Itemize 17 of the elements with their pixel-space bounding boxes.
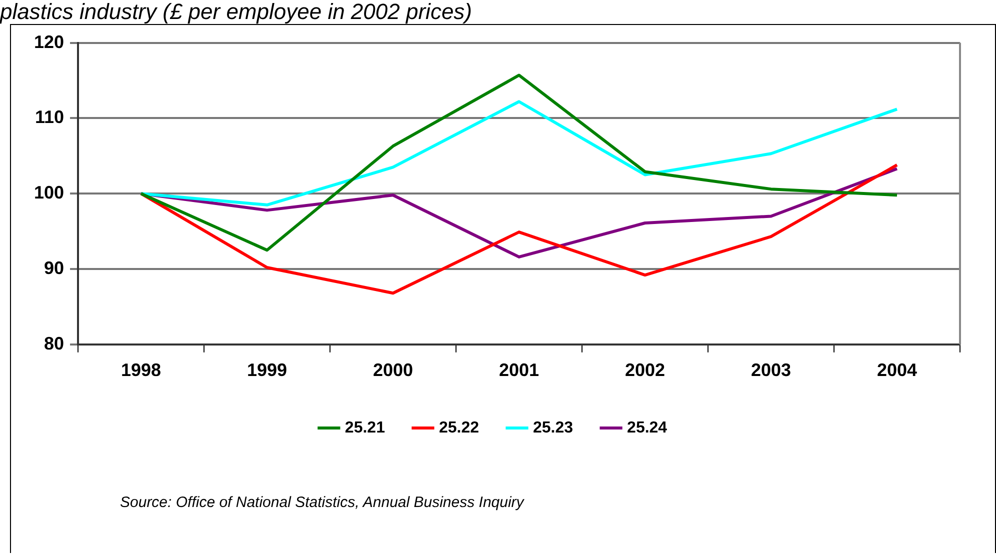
y-tick-label: 110	[34, 107, 64, 128]
y-tick-label: 120	[34, 32, 64, 52]
legend-label: 25.21	[344, 419, 386, 436]
legend-label: 25.22	[438, 419, 480, 436]
y-tick-label: 80	[44, 333, 64, 354]
y-tick-label: 90	[44, 258, 64, 278]
x-tick-label: 2002	[624, 360, 666, 380]
x-tick-label: 2001	[498, 360, 540, 380]
x-tick-label: 2004	[876, 360, 918, 380]
x-tick-label: 2003	[750, 360, 792, 380]
legend-label: 25.24	[627, 419, 668, 436]
legend-label: 25.23	[533, 419, 574, 436]
y-tick-label: 100	[34, 182, 64, 203]
x-tick-label: 1998	[121, 360, 162, 380]
x-tick-label: 1999	[247, 360, 288, 380]
source-note: Source: Office of National Statistics, Annual Business Inquiry	[120, 494, 524, 511]
x-tick-label: 2000	[372, 360, 414, 380]
